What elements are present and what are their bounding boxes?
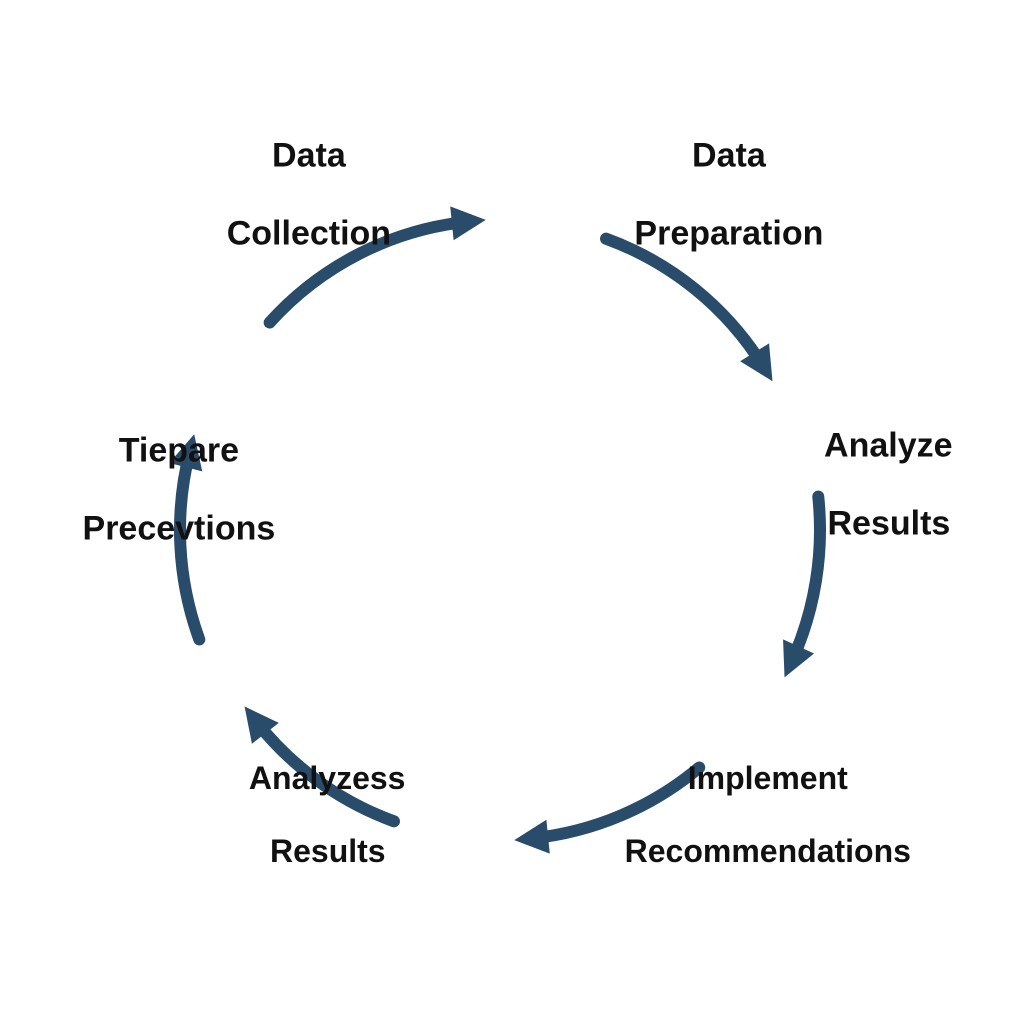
node-label-line2: Precevtions: [83, 510, 276, 548]
node-tiepare-precevtions: Tiepare Precevtions: [45, 392, 276, 587]
node-label-line2: Collection: [227, 215, 391, 253]
node-label-line1: Implement: [688, 760, 848, 796]
arrow-head-icon: [514, 820, 550, 854]
node-analyze-results: Analyze Results: [787, 387, 952, 582]
node-label-line1: Analyzess: [249, 760, 406, 796]
node-label-line2: Recommendations: [625, 833, 911, 869]
node-data-collection: Data Collection: [189, 97, 391, 292]
node-label-line2: Results: [270, 833, 386, 869]
arrow-head-icon: [740, 343, 772, 381]
node-label-line1: Analyze: [824, 426, 953, 464]
node-data-preparation: Data Preparation: [597, 97, 824, 292]
node-label-line1: Data: [692, 136, 766, 174]
arrow-head-icon: [783, 639, 814, 677]
node-analyzess-results: Analyzess Results: [215, 723, 406, 907]
node-label-line2: Results: [827, 505, 950, 543]
node-implement-recommendations: Implement Recommendations: [589, 723, 911, 907]
cycle-diagram: Data Collection Data Preparation Analyze…: [0, 0, 1024, 1024]
node-label-line1: Data: [272, 136, 346, 174]
arrow-head-icon: [450, 206, 486, 240]
node-label-line1: Tiepare: [119, 431, 239, 469]
node-label-line2: Preparation: [634, 215, 823, 253]
